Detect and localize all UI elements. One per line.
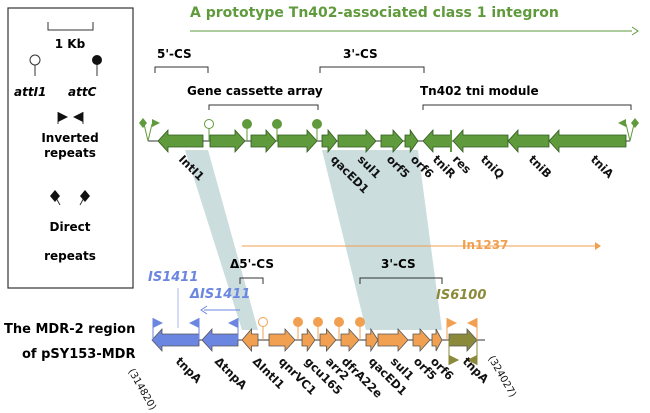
top-right-direct-repeat-icon (631, 118, 639, 128)
in1237-right-ir-icon (467, 318, 477, 328)
integron-title: A prototype Tn402-associated class 1 int… (190, 5, 559, 21)
cassette-array-bracket (208, 104, 319, 110)
tni-module-label: Tn402 tni module (420, 84, 539, 98)
top-5cs-bracket (154, 66, 209, 73)
bottom-gene-arrow-9 (412, 327, 431, 353)
bottom-delta-5cs-label: Δ5'-CS (230, 257, 274, 271)
scale-label: 1 Kb (55, 37, 86, 51)
attI1-legend-icon (29, 54, 41, 76)
bottom-attC-icon-2 (334, 317, 344, 327)
top-gene-label-tnib: tniB (526, 152, 555, 181)
in1237-label: In1237 (462, 238, 508, 252)
bottom-gene-label-0: tnpA (173, 354, 205, 386)
top-left-direct-repeat-icon (139, 118, 147, 128)
top-gene-arrow-10 (507, 128, 550, 154)
top-left-repeat-stems (143, 123, 153, 142)
integron-span-arrow (190, 26, 639, 36)
top-right-inverted-repeat-icon (618, 119, 626, 127)
inverted-repeats-label-2: repeats (44, 146, 96, 160)
bottom-gene-arrow-7 (365, 327, 379, 353)
is6100-right-ir-icon (467, 355, 477, 365)
bottom-attC-icon-3 (355, 317, 365, 327)
top-attC-icon-0 (242, 119, 252, 129)
attC-legend-icon (92, 55, 102, 76)
top-right-repeat-stems (625, 123, 635, 142)
cassette-array-label: Gene cassette array (187, 84, 323, 98)
bottom-gene-arrow-10 (431, 328, 443, 352)
attC-label: attC (68, 85, 97, 99)
top-5cs-label: 5'-CS (157, 47, 192, 61)
top-gene-label-tniq: tniQ (478, 152, 507, 181)
top-gene-arrow-3 (277, 128, 318, 154)
top-gene-arrow-11 (548, 128, 627, 154)
top-attI1-icon (204, 119, 214, 129)
inverted-repeats-label-1: Inverted (41, 131, 98, 145)
bottom-gene-arrow-6 (340, 327, 360, 353)
top-gene-arrow-4 (321, 128, 338, 154)
is1411-label: IS1411 (148, 270, 198, 285)
is1411-left-ir-icon (153, 318, 163, 328)
bottom-gene-arrow-1 (201, 327, 239, 353)
bottom-3cs-bracket (359, 277, 443, 284)
delta-is1411-ir-icon (228, 318, 238, 328)
homology-shade-3cs (322, 150, 442, 330)
bottom-gene-arrow-2 (241, 327, 259, 353)
delta-is1411-label: ΔIS1411 (189, 287, 250, 302)
scale-bar (47, 22, 94, 31)
top-3cs-label: 3'-CS (343, 47, 378, 61)
top-gene-arrow-1 (209, 128, 246, 154)
direct-repeats-label-2: repeats (44, 249, 96, 263)
legend-box (7, 7, 134, 289)
top-gene-arrow-0 (157, 128, 204, 154)
top-gene-arrow-2 (250, 128, 277, 154)
bottom-gene-arrow-3 (268, 327, 296, 353)
top-gene-arrow-5 (337, 128, 377, 154)
top-gene-arrow-6 (380, 128, 404, 154)
is6100-label: IS6100 (436, 288, 486, 303)
bottom-attC-icon-1 (313, 317, 323, 327)
bottom-gene-arrow-5 (319, 327, 337, 353)
top-gene-arrow-8 (422, 128, 452, 154)
attI1-label: attI1 (14, 85, 46, 99)
region-label-1: The MDR-2 region (4, 322, 135, 337)
top-gene-arrow-9 (452, 128, 509, 154)
delta-is1411-arrow (200, 305, 240, 315)
in1237-left-ir-icon (447, 318, 457, 328)
bottom-gene-arrow-0 (151, 327, 200, 353)
tni-module-bracket (422, 104, 632, 110)
bottom-attC-icon-0 (293, 317, 303, 327)
direct-repeats-label-1: Direct (50, 220, 91, 234)
homology-shade-intI1 (185, 150, 258, 330)
is6100-left-ir-icon2 (449, 355, 459, 365)
top-left-inverted-repeat-icon (152, 119, 160, 127)
bottom-attI1-icon (258, 317, 268, 327)
bottom-3cs-label: 3'-CS (381, 257, 416, 271)
direct-repeat-legend-icon (50, 190, 90, 206)
bottom-delta-5cs-bracket (239, 277, 264, 284)
in1237-span-arrow (242, 242, 601, 250)
top-gene-label-tnia: tniA (588, 152, 617, 181)
bottom-gene-arrow-11 (448, 327, 478, 353)
start-coordinate: (314820) (125, 367, 158, 412)
bottom-gene-label-1: ΔtnpA (212, 354, 250, 392)
inverted-repeat-legend-icon (57, 112, 84, 124)
top-3cs-bracket (319, 66, 425, 73)
bottom-gene-arrow-4 (301, 327, 316, 353)
top-attC-icon-2 (312, 119, 322, 129)
bottom-gene-arrow-8 (377, 327, 409, 353)
top-attC-icon-1 (272, 119, 282, 129)
region-label-2: of pSY153-MDR (22, 347, 135, 362)
top-gene-arrow-7 (404, 128, 419, 154)
is1411-right-ir-icon (189, 318, 199, 328)
